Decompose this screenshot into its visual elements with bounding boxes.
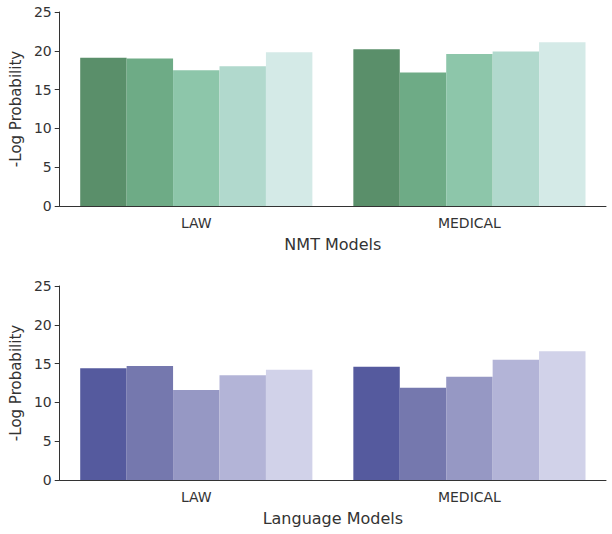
svg-text:Language Models: Language Models [263, 509, 403, 528]
svg-text:20: 20 [34, 317, 52, 333]
svg-text:0: 0 [43, 472, 52, 488]
svg-text:25: 25 [34, 4, 52, 20]
svg-text:LAW: LAW [181, 489, 212, 505]
svg-text:20: 20 [34, 43, 52, 59]
svg-text:-Log Probability: -Log Probability [7, 325, 25, 441]
svg-text:15: 15 [34, 82, 52, 98]
svg-text:0: 0 [43, 198, 52, 214]
svg-text:5: 5 [43, 433, 52, 449]
svg-text:MEDICAL: MEDICAL [438, 215, 501, 231]
svg-text:NMT Models: NMT Models [284, 235, 381, 254]
svg-text:5: 5 [43, 159, 52, 175]
svg-text:LAW: LAW [181, 215, 212, 231]
svg-text:-Log Probability: -Log Probability [7, 51, 25, 167]
svg-text:10: 10 [34, 394, 52, 410]
svg-text:MEDICAL: MEDICAL [438, 489, 501, 505]
svg-text:25: 25 [34, 278, 52, 294]
svg-text:10: 10 [34, 120, 52, 136]
svg-text:15: 15 [34, 356, 52, 372]
